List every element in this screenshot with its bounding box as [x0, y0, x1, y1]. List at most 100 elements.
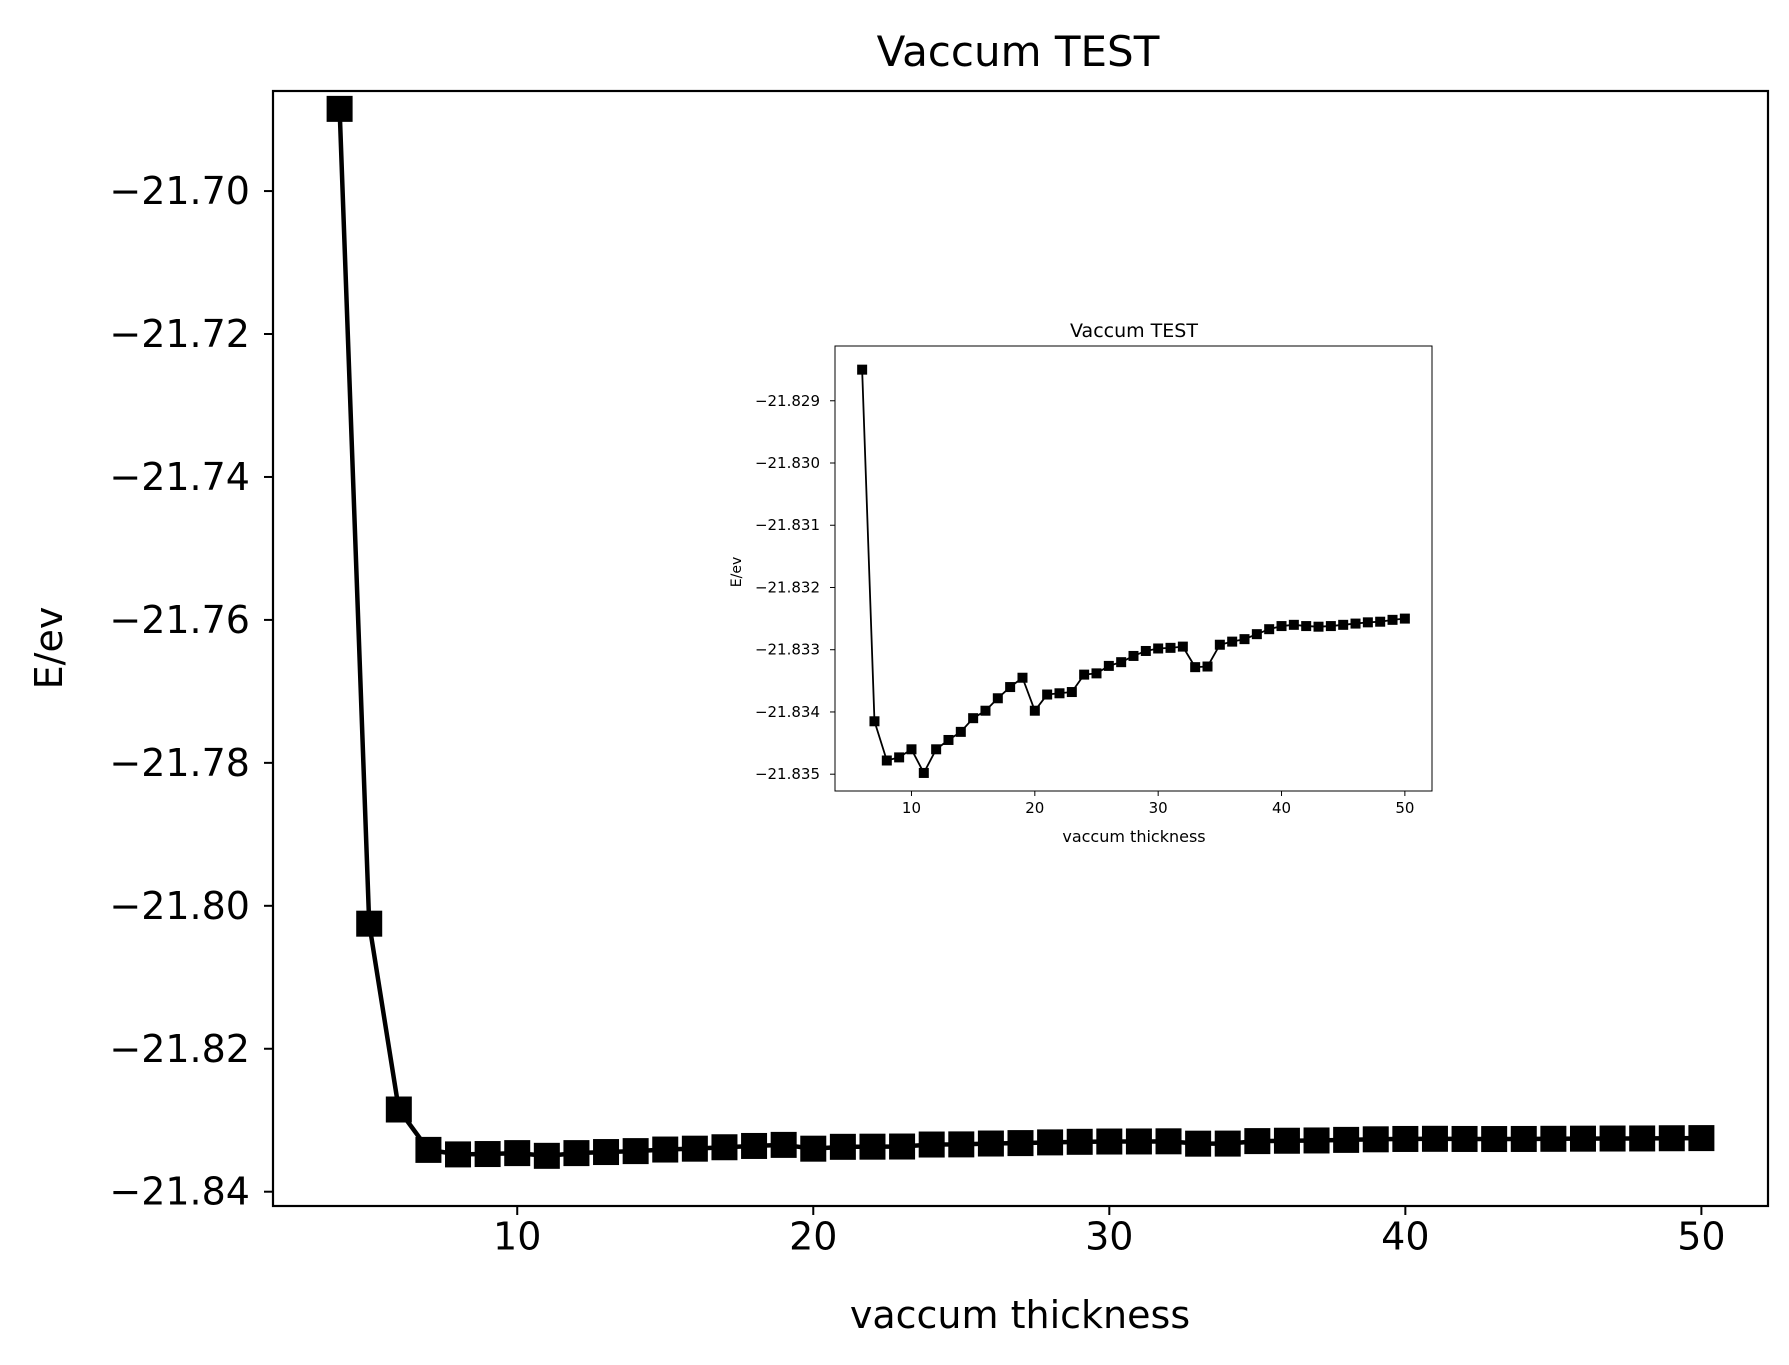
- inset-data-point: [1251, 629, 1262, 640]
- inset-y-tick-label: −21.835: [755, 765, 820, 783]
- main-plot-frame: [271, 89, 1770, 1208]
- inset-data-point: [869, 716, 880, 727]
- main-data-point: [681, 1135, 708, 1162]
- inset-y-tick-label: −21.829: [755, 392, 820, 410]
- main-x-tick-label: 40: [1381, 1214, 1429, 1258]
- main-data-point: [1569, 1125, 1596, 1152]
- inset-data-point: [1066, 687, 1077, 698]
- inset-data-point: [1227, 636, 1238, 647]
- main-x-axis-label: vaccum thickness: [850, 1293, 1190, 1337]
- main-data-point: [1125, 1128, 1152, 1155]
- inset-data-point: [1276, 621, 1287, 632]
- main-data-point: [948, 1131, 975, 1158]
- inset-data-point: [894, 752, 905, 763]
- main-data-point: [1214, 1130, 1241, 1157]
- inset-data-point: [1079, 669, 1090, 680]
- inset-data-point: [1054, 688, 1065, 699]
- inset-data-point: [1029, 705, 1040, 716]
- inset-data-point: [1375, 616, 1386, 627]
- main-data-point: [1421, 1125, 1448, 1152]
- main-data-point: [1244, 1128, 1271, 1155]
- main-x-axis: 10 20 30 40 50: [493, 1206, 1726, 1258]
- main-data-point: [1007, 1130, 1034, 1157]
- main-y-tick-label: −21.82: [109, 1027, 250, 1071]
- inset-y-axis-label: E/ev: [729, 557, 745, 587]
- inset-data-point: [1313, 621, 1324, 632]
- inset-data-point: [881, 755, 892, 766]
- inset-data-point: [1128, 650, 1139, 661]
- main-data-point: [622, 1138, 649, 1165]
- inset-y-tick-label: −21.833: [755, 641, 820, 659]
- inset-data-point: [992, 693, 1003, 704]
- main-data-point: [1185, 1130, 1212, 1157]
- main-y-tick-label: −21.70: [109, 169, 250, 213]
- inset-data-point: [1239, 634, 1250, 645]
- inset-x-tick-label: 30: [1149, 799, 1168, 817]
- inset-data-point: [955, 726, 966, 737]
- main-data-point: [1303, 1127, 1330, 1154]
- main-data-point: [918, 1131, 945, 1158]
- inset-data-marks: [857, 364, 1410, 778]
- main-y-axis: −21.84 −21.82 −21.80 −21.78 −21.76 −21.74 −21.…: [109, 169, 273, 1214]
- inset-y-tick-label: −21.834: [755, 703, 820, 721]
- main-y-tick-label: −21.76: [109, 598, 250, 642]
- main-y-tick-label: −21.78: [109, 741, 250, 785]
- main-data-point: [1362, 1126, 1389, 1153]
- main-data-point: [1481, 1126, 1508, 1153]
- inset-data-point: [1399, 613, 1410, 624]
- inset-data-point: [1140, 645, 1151, 656]
- main-chart-title: Vaccum TEST: [877, 27, 1160, 76]
- inset-data-point: [1091, 668, 1102, 679]
- inset-chart: Vaccum TEST 10 20 30 40 50 −21.835 −21.834 −21…: [729, 320, 1433, 846]
- main-data-point: [1037, 1129, 1064, 1156]
- main-data-point: [889, 1133, 916, 1160]
- inset-chart-title: Vaccum TEST: [1070, 320, 1198, 342]
- main-x-tick-label: 20: [789, 1214, 837, 1258]
- inset-x-tick-label: 20: [1025, 799, 1044, 817]
- inset-background: [835, 346, 1432, 791]
- inset-data-point: [1301, 621, 1312, 632]
- inset-x-axis: 10 20 30 40 50: [902, 791, 1414, 817]
- inset-x-tick-label: 50: [1395, 799, 1414, 817]
- inset-x-tick-label: 10: [902, 799, 921, 817]
- main-x-tick-label: 30: [1085, 1214, 1133, 1258]
- inset-data-point: [1350, 618, 1361, 629]
- main-chart: Vaccum TEST 10 20 30 40 50 −21.84−21.82−21.8…: [27, 27, 1770, 1337]
- main-y-tick-label: −21.72: [109, 312, 250, 356]
- main-data-point: [593, 1139, 620, 1166]
- main-y-tick-label: −21.80: [109, 884, 250, 928]
- main-data-point: [445, 1141, 472, 1168]
- inset-y-tick-label: −21.830: [755, 454, 820, 472]
- main-y-tick-label: −21.74: [109, 455, 250, 499]
- main-data-point: [356, 910, 383, 937]
- main-data-point: [859, 1133, 886, 1160]
- main-data-point: [533, 1142, 560, 1169]
- inset-data-point: [1177, 641, 1188, 652]
- inset-y-tick-label: −21.832: [755, 578, 820, 596]
- main-data-point: [1688, 1125, 1715, 1152]
- main-data-point: [711, 1134, 738, 1161]
- inset-data-point: [1214, 639, 1225, 650]
- inset-x-axis-label: vaccum thickness: [1062, 827, 1205, 846]
- inset-x-tick-label: 40: [1272, 799, 1291, 817]
- inset-y-tick-label: −21.831: [755, 516, 820, 534]
- main-data-point: [415, 1136, 442, 1163]
- inset-data-point: [1190, 662, 1201, 673]
- main-data-point: [770, 1131, 797, 1158]
- main-data-point: [1333, 1126, 1360, 1153]
- inset-data-point: [980, 705, 991, 716]
- main-y-tick-label: −21.84: [109, 1170, 250, 1214]
- main-data-point: [652, 1136, 679, 1163]
- inset-data-point: [1325, 621, 1336, 632]
- main-plot-area: [271, 89, 1770, 1208]
- main-data-point: [1392, 1125, 1419, 1152]
- main-data-point: [1599, 1125, 1626, 1152]
- inset-data-point: [968, 713, 979, 724]
- main-data-point: [1096, 1128, 1123, 1155]
- main-data-point: [563, 1140, 590, 1167]
- inset-data-point: [1264, 624, 1275, 635]
- inset-data-point: [906, 744, 917, 755]
- inset-data-point: [1165, 642, 1176, 653]
- inset-plot-area: [834, 345, 1433, 792]
